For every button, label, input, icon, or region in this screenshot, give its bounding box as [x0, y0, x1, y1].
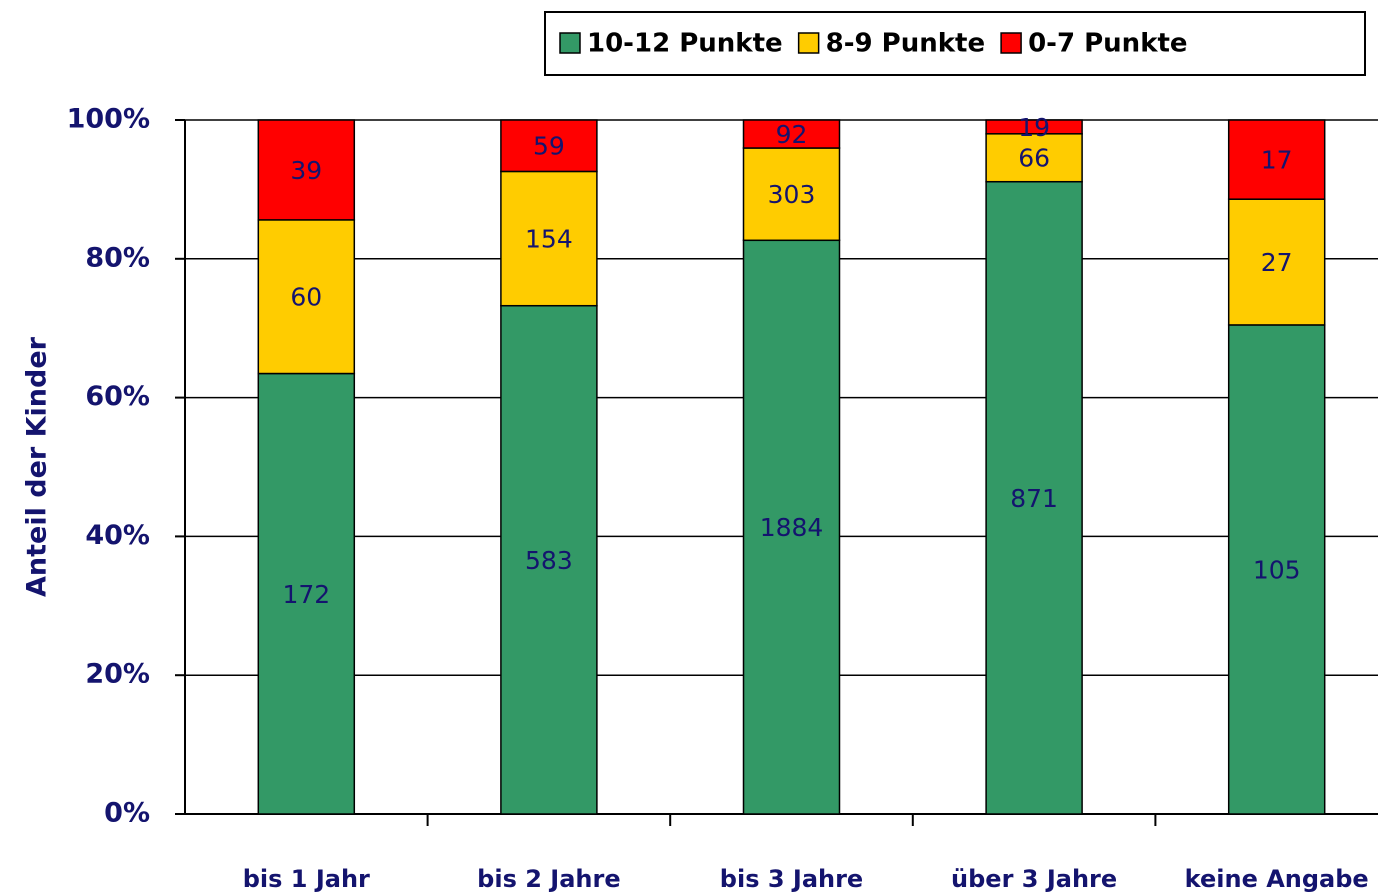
legend-label: 10-12 Punkte	[587, 29, 783, 59]
x-tick-label: keine Angabe	[1185, 865, 1369, 893]
x-tick-label: bis 3 Jahre	[720, 865, 863, 893]
data-label: 27	[1261, 248, 1293, 277]
bar-segment	[985, 180, 1083, 815]
data-label: 19	[1018, 113, 1050, 142]
y-tick-label: 40%	[85, 520, 150, 551]
bar-segment	[1227, 198, 1326, 326]
y-tick-label: 100%	[67, 104, 150, 135]
data-label: 39	[290, 156, 322, 185]
data-label: 583	[525, 546, 573, 575]
data-label: 17	[1261, 146, 1293, 175]
bar-segment	[500, 304, 598, 815]
bar-segment	[985, 133, 1083, 183]
bar-segment	[257, 219, 356, 375]
legend-box	[544, 11, 1366, 76]
bar-segment	[500, 170, 598, 307]
data-label: 59	[533, 132, 565, 161]
data-label: 66	[1018, 144, 1050, 173]
x-tick-label: bis 1 Jahr	[243, 865, 370, 893]
bar-segment	[257, 372, 356, 815]
data-label: 105	[1253, 555, 1301, 584]
y-tick-label: 80%	[85, 242, 150, 273]
y-tick-label: 60%	[85, 381, 150, 412]
bar-segment	[257, 119, 356, 221]
y-axis-title: Anteil der Kinder	[22, 336, 53, 597]
data-label: 172	[282, 580, 330, 609]
bar-segment	[742, 119, 841, 149]
x-tick-label: bis 2 Jahre	[477, 865, 620, 893]
data-label: 60	[290, 283, 322, 312]
bar-segment	[742, 147, 841, 242]
y-tick-label: 20%	[85, 659, 150, 690]
legend-swatch	[1000, 32, 1022, 54]
data-label: 303	[768, 180, 816, 209]
x-tick-label: über 3 Jahre	[951, 865, 1117, 893]
bar-segment	[742, 239, 841, 815]
data-label: 871	[1010, 484, 1058, 513]
data-label: 1884	[760, 513, 824, 542]
legend-label: 8-9 Punkte	[826, 29, 985, 59]
legend-swatch	[797, 32, 820, 54]
bar-segment	[1227, 119, 1326, 200]
bar-segment	[985, 119, 1083, 135]
bar-segment	[500, 119, 598, 173]
y-tick-label: 0%	[104, 798, 150, 829]
legend-label: 0-7 Punkte	[1028, 29, 1187, 59]
legend-swatch	[559, 32, 581, 54]
data-label: 92	[776, 120, 808, 149]
data-label: 154	[525, 225, 573, 254]
